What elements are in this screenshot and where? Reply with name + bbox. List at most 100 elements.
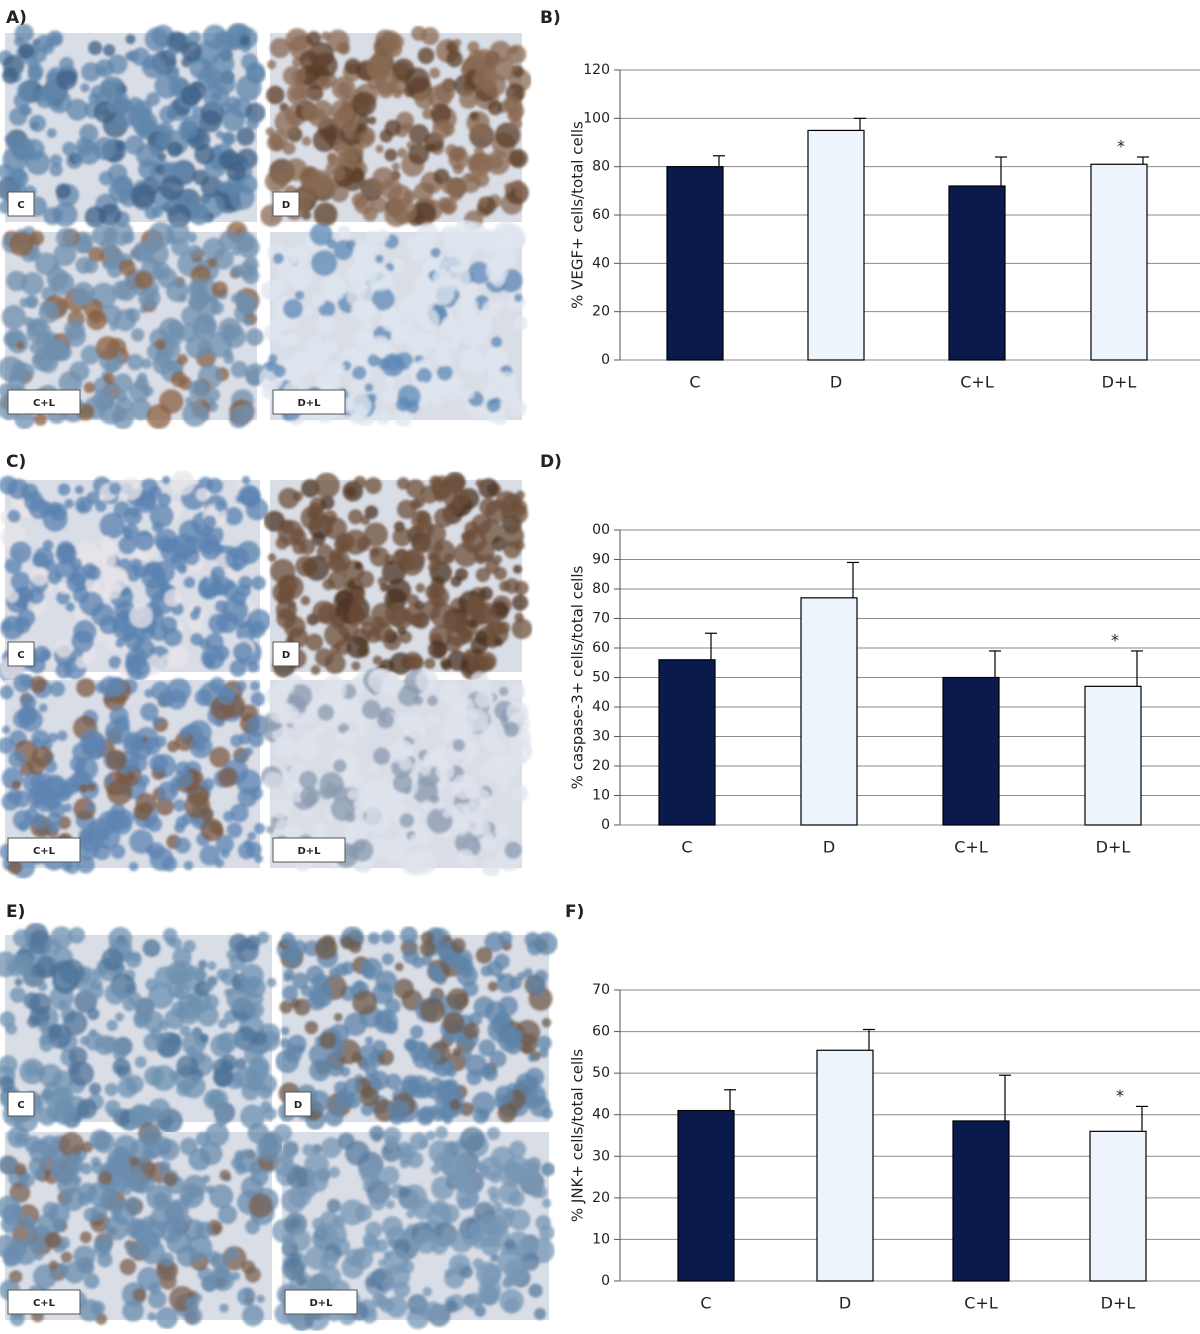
cell — [11, 780, 22, 790]
cell — [351, 1052, 363, 1063]
cell — [387, 1099, 410, 1122]
cell — [454, 294, 479, 319]
cell — [189, 618, 203, 632]
cell — [0, 1075, 15, 1093]
cell — [411, 25, 427, 41]
cell — [445, 1300, 459, 1313]
cell — [344, 58, 362, 75]
cell — [269, 700, 293, 724]
cell — [167, 1199, 189, 1221]
bar — [942, 676, 1000, 826]
cell — [216, 544, 225, 553]
cell — [219, 230, 239, 250]
cell — [266, 59, 277, 70]
cell — [101, 948, 124, 971]
cell — [446, 1169, 465, 1188]
cell — [315, 648, 334, 667]
cell — [230, 803, 249, 823]
cell — [91, 603, 115, 627]
cell — [224, 507, 243, 526]
cell — [95, 1235, 112, 1253]
cell — [295, 737, 320, 761]
cell — [235, 74, 262, 101]
cell — [206, 388, 221, 402]
cell — [206, 477, 223, 494]
cell — [42, 337, 67, 362]
tile-label: C — [17, 650, 24, 661]
tile-label-box — [7, 389, 81, 415]
cell — [394, 962, 404, 972]
cell — [85, 801, 96, 812]
cell — [143, 1032, 163, 1052]
cell — [186, 1045, 197, 1057]
cell — [52, 202, 78, 227]
cell — [320, 495, 335, 510]
cell — [13, 953, 34, 974]
cell — [475, 479, 485, 488]
cell — [187, 244, 203, 260]
cell — [515, 736, 525, 745]
cell — [383, 1248, 409, 1274]
cell — [80, 345, 100, 365]
cell — [217, 1205, 238, 1225]
cell — [328, 1166, 340, 1178]
cell — [231, 246, 241, 256]
cell — [20, 694, 37, 711]
cell — [79, 1231, 92, 1244]
cell — [236, 298, 253, 315]
cell — [311, 293, 326, 307]
cell — [37, 981, 48, 992]
cell — [263, 1107, 277, 1121]
cell — [329, 860, 338, 870]
cell — [541, 1017, 552, 1028]
cell — [238, 575, 253, 591]
x-tick-label: D+L — [1096, 838, 1131, 857]
cell — [194, 379, 207, 393]
cell — [405, 856, 426, 876]
cell — [420, 800, 432, 812]
cell — [78, 1298, 102, 1322]
cell — [58, 958, 85, 985]
cell — [401, 1074, 421, 1095]
cell — [277, 519, 304, 546]
cell — [81, 1141, 94, 1153]
cell — [538, 1048, 549, 1058]
cell — [326, 1198, 341, 1213]
cell — [278, 487, 300, 509]
cell — [453, 818, 470, 836]
cell — [538, 1224, 555, 1241]
cell — [327, 154, 338, 165]
cell — [148, 982, 175, 1009]
cell — [7, 478, 29, 500]
cell — [389, 258, 405, 274]
cell — [64, 319, 85, 341]
cell — [249, 681, 260, 691]
cell — [226, 161, 247, 182]
cell — [252, 1031, 268, 1046]
cell — [490, 756, 503, 769]
cell — [90, 85, 106, 101]
cell — [508, 149, 528, 169]
cell — [212, 1066, 234, 1088]
cell — [27, 757, 45, 776]
cell — [382, 675, 403, 696]
cell — [239, 35, 250, 46]
tile-label: D+L — [297, 398, 321, 409]
cell — [310, 665, 321, 675]
cell — [87, 1007, 100, 1021]
cell — [346, 265, 368, 287]
micrograph: C — [0, 470, 271, 684]
cell — [497, 621, 511, 634]
cell — [248, 1193, 273, 1218]
cell — [146, 1184, 173, 1211]
cell — [46, 1146, 59, 1159]
cell — [230, 734, 244, 748]
cell — [427, 640, 447, 659]
cell — [193, 967, 207, 982]
panel-label: F) — [565, 902, 584, 922]
cell — [494, 822, 511, 839]
cell — [316, 543, 333, 560]
cell — [305, 338, 315, 348]
cell — [226, 949, 238, 961]
cell — [150, 1065, 177, 1091]
